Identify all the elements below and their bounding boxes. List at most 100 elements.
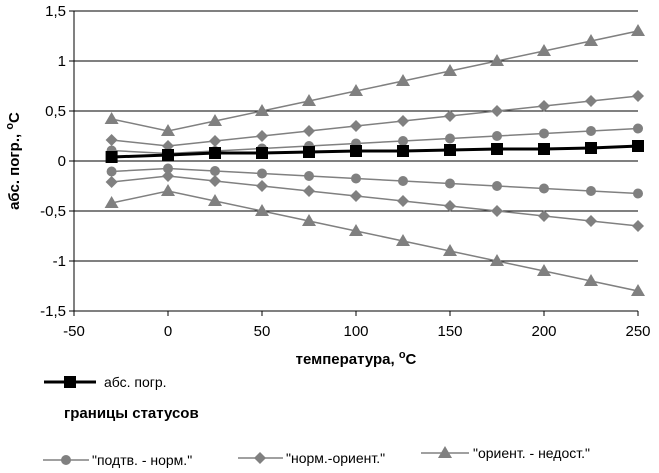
y-tick-label: 1,5 xyxy=(45,3,66,20)
series-layer xyxy=(104,24,645,296)
data-point-triangle xyxy=(104,112,119,124)
diamond-marker-icon xyxy=(254,452,266,464)
data-point-circle xyxy=(398,176,408,186)
x-tick-label: 150 xyxy=(437,323,462,340)
data-point-square xyxy=(209,147,221,159)
data-point-triangle xyxy=(349,84,363,96)
data-point-triangle xyxy=(631,24,645,36)
data-point-diamond xyxy=(105,134,118,146)
data-point-triangle xyxy=(255,104,269,116)
data-point-diamond xyxy=(350,190,362,202)
triangle-marker-icon xyxy=(438,446,452,458)
x-tick-label: -50 xyxy=(63,323,85,340)
data-point-circle xyxy=(445,133,455,144)
data-point-triangle xyxy=(208,114,222,126)
data-point-diamond xyxy=(538,210,550,222)
legend-item-normal-orient: "норм.-ориент." xyxy=(238,450,385,466)
data-point-triangle xyxy=(443,244,457,256)
series-line xyxy=(111,127,639,155)
x-tick-label: 100 xyxy=(343,323,368,340)
data-point-square xyxy=(350,145,362,157)
circle-marker-icon xyxy=(61,455,71,465)
legend-item-confirmed-normal: "подтв. - норм." xyxy=(43,452,192,468)
y-tick-label: -1,5 xyxy=(40,303,66,320)
series-line xyxy=(111,175,639,227)
data-point-triangle xyxy=(396,74,410,86)
data-point-diamond xyxy=(397,195,409,207)
data-point-circle xyxy=(539,128,549,139)
data-point-diamond xyxy=(632,90,644,102)
data-point-triangle xyxy=(537,44,551,56)
data-point-diamond xyxy=(350,120,362,132)
data-point-square xyxy=(256,147,268,159)
y-axis-title: абс. погр., oC xyxy=(4,112,23,210)
data-point-triangle xyxy=(208,194,222,206)
grid-lines xyxy=(74,10,638,312)
data-point-diamond xyxy=(491,105,503,117)
y-tick-label: 0 xyxy=(58,153,66,170)
data-point-diamond xyxy=(303,185,315,197)
y-tick-label: -1 xyxy=(53,253,66,270)
y-tick-label: 1 xyxy=(58,53,66,70)
data-point-circle xyxy=(586,126,596,136)
data-point-circle xyxy=(351,173,361,184)
x-tick-label: 200 xyxy=(531,323,556,340)
data-point-diamond xyxy=(256,130,268,142)
series-line xyxy=(111,190,639,292)
data-point-diamond xyxy=(444,110,456,122)
data-point-triangle xyxy=(631,284,645,296)
x-tick-labels: -50 0 50 100 150 200 250 xyxy=(63,311,651,340)
data-point-triangle xyxy=(396,234,410,246)
series-6 xyxy=(104,184,645,296)
data-point-diamond xyxy=(538,100,550,112)
data-point-triangle xyxy=(161,124,175,136)
data-point-square xyxy=(303,146,315,158)
series-0 xyxy=(105,140,644,163)
data-point-circle xyxy=(633,123,643,134)
x-tick-label: 0 xyxy=(164,323,172,340)
data-point-triangle xyxy=(443,64,457,76)
series-line xyxy=(111,30,639,132)
legend-label-orient-insufficient: "ориент. - недост." xyxy=(473,445,590,461)
data-point-circle xyxy=(106,166,117,177)
series-2 xyxy=(106,163,643,199)
legend-label-confirmed-normal: "подтв. - норм." xyxy=(92,452,192,468)
data-point-circle xyxy=(210,166,220,176)
data-point-triangle xyxy=(161,184,175,196)
y-tick-label: -0,5 xyxy=(40,203,66,220)
data-point-square xyxy=(162,149,174,161)
series-line xyxy=(111,95,639,147)
data-point-triangle xyxy=(584,274,598,286)
y-tick-labels: 1,5 1 0,5 0 -0,5 -1 -1,5 xyxy=(40,3,74,320)
data-point-diamond xyxy=(491,205,503,217)
legend-label-abs-error: абс. погр. xyxy=(104,374,167,390)
data-point-diamond xyxy=(585,95,597,107)
data-point-diamond xyxy=(397,115,409,127)
legend-item-orient-insufficient: "ориент. - недост." xyxy=(421,445,590,461)
data-point-diamond xyxy=(209,175,221,187)
data-point-square xyxy=(397,145,409,157)
legend: абс. погр. границы статусов "подтв. - но… xyxy=(43,374,590,468)
data-point-triangle xyxy=(302,94,316,106)
data-point-circle xyxy=(633,188,643,199)
data-point-circle xyxy=(163,163,173,174)
x-tick-label: 250 xyxy=(625,323,650,340)
data-point-circle xyxy=(304,171,314,181)
series-3 xyxy=(105,90,644,152)
data-point-diamond xyxy=(585,215,597,227)
data-point-square xyxy=(632,140,644,152)
x-tick-label: 50 xyxy=(254,323,271,340)
data-point-diamond xyxy=(162,170,174,182)
data-point-circle xyxy=(257,168,267,179)
series-4 xyxy=(105,170,644,232)
data-point-triangle xyxy=(255,204,269,216)
y-tick-label: 0,5 xyxy=(45,103,66,120)
data-point-circle xyxy=(398,136,408,146)
series-line xyxy=(111,144,639,159)
series-line xyxy=(111,167,639,195)
data-point-circle xyxy=(492,181,502,191)
data-point-square xyxy=(105,151,118,163)
data-point-square xyxy=(538,143,550,155)
data-point-diamond xyxy=(444,200,456,212)
